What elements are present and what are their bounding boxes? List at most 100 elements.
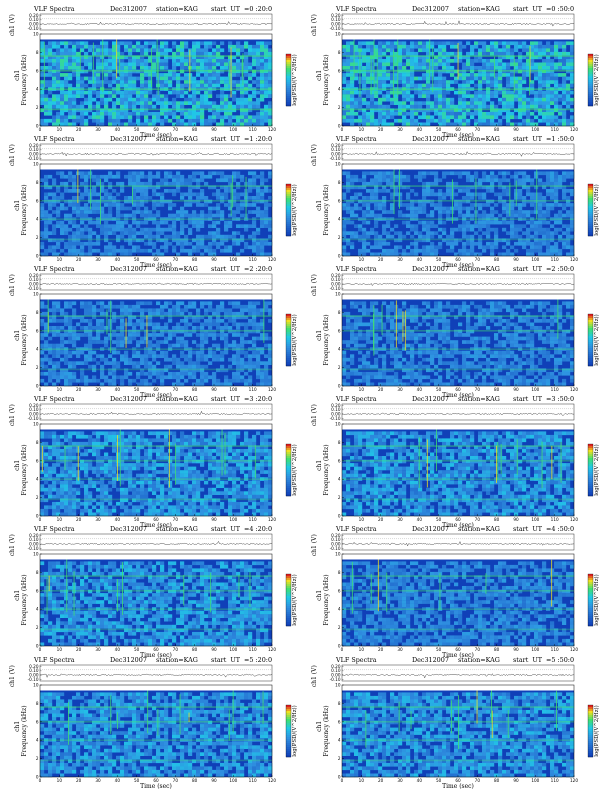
spectrogram-cell: [264, 94, 269, 98]
spectrogram-cell: [104, 361, 109, 365]
spectrogram-cell: [48, 315, 53, 320]
spectrogram-cell: [370, 231, 375, 235]
spectrogram-cell: [116, 101, 121, 105]
spectrogram-cell: [374, 171, 379, 176]
spectrogram-cell: [64, 227, 69, 232]
spectrogram-cell: [438, 97, 443, 102]
spectrogram-cell: [208, 252, 213, 257]
spectrogram-cell: [342, 73, 347, 77]
spectrogram-cell: [402, 55, 407, 60]
spectrogram-cell: [132, 111, 137, 116]
spectrogram-cell: [124, 76, 129, 81]
spectrogram-cell: [80, 217, 85, 221]
spectrogram-cell: [184, 203, 189, 207]
spectrogram-cell: [490, 83, 495, 88]
spectrogram-cell: [534, 238, 539, 243]
spectrogram-cell: [136, 319, 141, 323]
spectrogram-cell: [346, 62, 351, 67]
spectrogram-cell: [196, 241, 201, 246]
spectrogram-cell: [120, 111, 125, 116]
spectrogram-cell: [92, 336, 97, 341]
spectrogram-cell: [510, 48, 515, 53]
spectrogram-cell: [212, 48, 217, 53]
spectrogram-cell: [406, 231, 411, 235]
spectrogram-cell: [374, 181, 379, 186]
spectrogram-cell: [100, 382, 105, 387]
spectrogram-cell: [192, 178, 197, 183]
spectrogram-cell: [76, 80, 81, 84]
spectrogram-cell: [362, 48, 367, 53]
spectrogram-cell: [96, 220, 101, 225]
spectrogram-cell: [232, 48, 237, 53]
spectrogram-cell: [216, 108, 221, 113]
spectrogram-cell: [60, 343, 65, 348]
spectrogram-cell: [264, 189, 269, 193]
spectrogram-cell: [470, 245, 475, 250]
x-tick-label: 0: [39, 257, 42, 262]
spectrogram-cell: [180, 41, 185, 46]
spectrogram-cell: [402, 234, 407, 239]
colorbar-segment: [286, 210, 291, 213]
spectrogram-cell: [438, 73, 443, 77]
spectrogram-cell: [108, 115, 113, 120]
spectrogram-cell: [478, 41, 483, 46]
spectrogram-cell: [350, 245, 355, 250]
spectrogram-cell: [486, 189, 491, 193]
spectrogram-cell: [438, 94, 443, 98]
spectrogram-cell: [410, 189, 415, 193]
spectrogram-cell: [260, 97, 265, 102]
spectrogram-cell: [474, 108, 479, 113]
spectrogram-cell: [60, 326, 65, 330]
spectrogram-cell: [156, 181, 161, 186]
spectrogram-cell: [152, 333, 157, 337]
spectrogram-cell: [358, 97, 363, 102]
spectrogram-top-gap: [342, 164, 574, 170]
spectrogram-cell: [486, 224, 491, 228]
spectrogram-cell: [342, 231, 347, 235]
spectrogram-cell: [514, 48, 519, 53]
spectrogram-cell: [526, 62, 531, 67]
spectrogram-cell: [128, 241, 133, 246]
spectrogram-cell: [124, 48, 129, 53]
colorbar-segment: [588, 76, 593, 79]
spectrogram-cell: [256, 66, 261, 70]
spectrogram-cell: [370, 80, 375, 84]
spectrogram-cell: [442, 238, 447, 243]
sferic-line: [399, 165, 400, 209]
spectrogram-cell: [538, 199, 543, 204]
spectrogram-cell: [390, 83, 395, 88]
sferic-line: [515, 180, 517, 206]
title-station: station=KAG: [156, 265, 198, 273]
spectrogram-cell: [72, 44, 77, 49]
spectrogram-cell: [382, 206, 387, 211]
spectrogram-cell: [542, 252, 547, 257]
spectrogram-cell: [148, 382, 153, 387]
spectrogram-cell: [478, 115, 483, 120]
spectrogram-cell: [426, 51, 431, 56]
spectrogram-cell: [124, 108, 129, 113]
spectrogram-cell: [342, 203, 347, 207]
spectrogram-cell: [88, 308, 93, 313]
spectrogram-cell: [188, 97, 193, 102]
title-start: start UT =0 :20:0: [211, 5, 273, 13]
spectrogram-cell: [196, 90, 201, 95]
spectrogram-cell: [244, 83, 249, 88]
spectrogram-cell: [176, 83, 181, 88]
spectrogram-cell: [570, 66, 575, 70]
spectrogram-cell: [164, 101, 169, 105]
spectrogram-cell: [72, 224, 77, 228]
spectrogram-cell: [434, 118, 439, 123]
spectrogram-cell: [80, 248, 85, 253]
spectrogram-cell: [514, 41, 519, 46]
spectrogram-cell: [84, 101, 89, 105]
spectrogram-cell: [260, 181, 265, 186]
spectrogram-cell: [228, 118, 233, 123]
spectrogram-cell: [112, 329, 117, 334]
spectrogram-cell: [172, 329, 177, 334]
spectrogram-cell: [52, 97, 57, 102]
spectrogram-cell: [264, 59, 269, 63]
x-tick-label: 100: [229, 127, 237, 132]
spectrogram-cell: [164, 227, 169, 232]
spectrogram-cell: [426, 55, 431, 60]
